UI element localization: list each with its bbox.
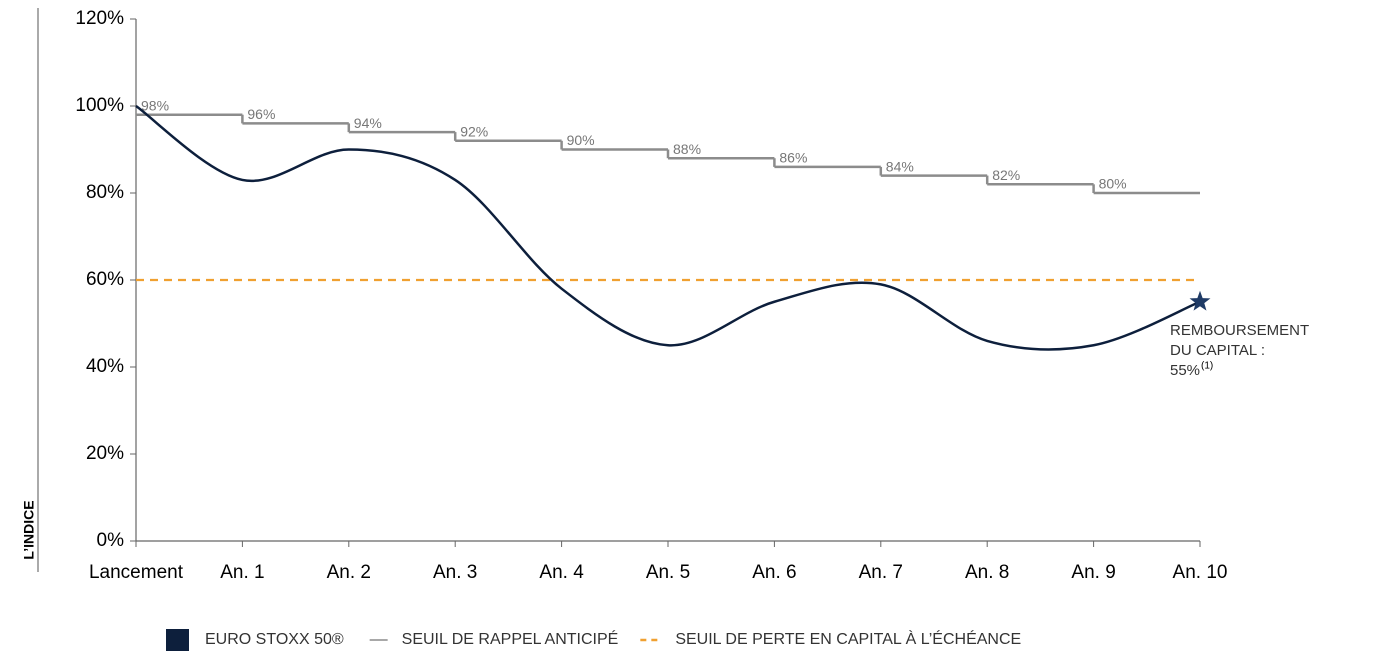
step-label: 84% bbox=[886, 158, 914, 174]
y-tick-label: 120% bbox=[75, 8, 124, 29]
x-tick-label: An. 8 bbox=[965, 562, 1009, 583]
x-tick-label: An. 9 bbox=[1071, 562, 1115, 583]
step-label: 80% bbox=[1099, 176, 1127, 192]
x-tick-label: An. 2 bbox=[327, 562, 371, 583]
legend-label: SEUIL DE PERTE EN CAPITAL À L’ÉCHÉANCE bbox=[675, 629, 1021, 648]
x-tick-label: An. 10 bbox=[1173, 562, 1228, 583]
annotation: REMBOURSEMENT bbox=[1170, 322, 1309, 339]
y-tick-label: 40% bbox=[86, 356, 124, 377]
index-line bbox=[135, 104, 1201, 351]
x-tick-label: Lancement bbox=[89, 562, 184, 583]
step-label: 94% bbox=[354, 115, 382, 131]
step-label: 82% bbox=[992, 167, 1020, 183]
step-label: 86% bbox=[779, 150, 807, 166]
annotation-superscript: (1) bbox=[1201, 361, 1213, 372]
step-label: 92% bbox=[460, 124, 488, 140]
y-tick-label: 0% bbox=[97, 530, 125, 551]
x-tick-label: An. 1 bbox=[220, 562, 264, 583]
y-tick-label: 100% bbox=[75, 95, 124, 116]
legend-swatch bbox=[166, 629, 189, 651]
step-label: 90% bbox=[567, 132, 595, 148]
legend-label: EURO STOXX 50® bbox=[205, 631, 344, 648]
step-label: 96% bbox=[247, 106, 275, 122]
x-tick-label: An. 7 bbox=[859, 562, 903, 583]
step-label: 88% bbox=[673, 141, 701, 157]
annotation: 55% bbox=[1170, 362, 1200, 379]
y-tick-label: 80% bbox=[86, 182, 124, 203]
x-tick-label: An. 4 bbox=[539, 562, 584, 583]
x-tick-label: An. 3 bbox=[433, 562, 477, 583]
y-tick-label: 20% bbox=[86, 443, 124, 464]
step-label: 98% bbox=[141, 97, 169, 113]
legend-label: SEUIL DE RAPPEL ANTICIPÉ bbox=[402, 629, 619, 648]
x-tick-label: An. 5 bbox=[646, 562, 690, 583]
y-tick-label: 60% bbox=[86, 269, 124, 290]
annotation: DU CAPITAL : bbox=[1170, 342, 1265, 359]
x-tick-label: An. 6 bbox=[752, 562, 796, 583]
end-star bbox=[1189, 290, 1211, 311]
y-axis-label: L’INDICE bbox=[21, 500, 37, 559]
